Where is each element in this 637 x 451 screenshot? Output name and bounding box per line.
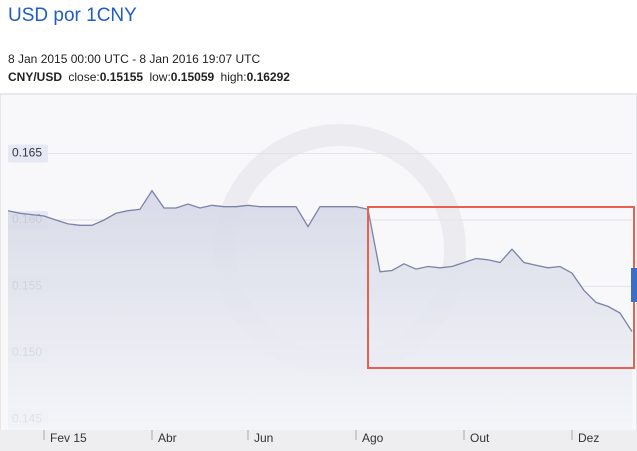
y-tick-box [8,144,48,163]
x-tick-label: Ago [362,431,384,445]
x-tick-label: Out [470,431,490,445]
pair: CNY/USD [8,70,62,84]
stat-label: high: [221,70,247,84]
x-tick-label: Fev 15 [50,431,87,445]
stat-value: 0.15059 [171,70,215,84]
stat-label: low: [149,70,170,84]
stat-label: close: [68,70,99,84]
x-axis-band [0,430,637,451]
x-tick-label: Abr [158,431,177,445]
subtitle: 8 Jan 2015 00:00 UTC - 8 Jan 2016 19:07 … [8,52,260,66]
scroll-handle[interactable] [631,268,637,302]
stats-line: CNY/USD close:0.15155 low:0.15059 high:0… [8,70,290,84]
x-tick-label: Dez [578,431,599,445]
line [7,189,633,332]
stat-value: 0.15155 [100,70,144,84]
area [8,190,632,430]
x-tick-label: Jun [254,431,273,445]
stat-value: 0.16292 [247,70,291,84]
y-tick-label: 0.165 [12,146,42,160]
chart-title: USD por 1CNY [8,5,137,26]
